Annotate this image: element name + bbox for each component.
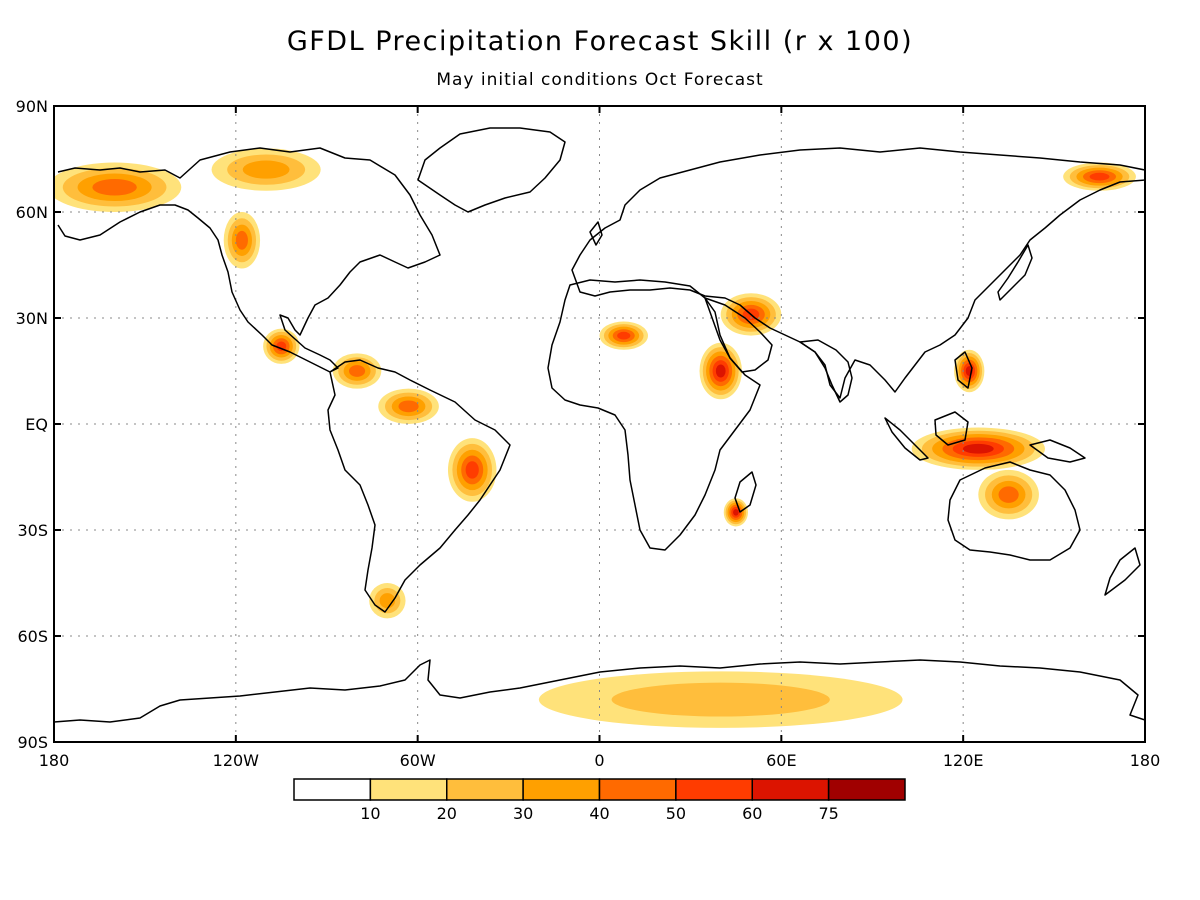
lat-label: EQ bbox=[25, 415, 48, 434]
coast-japan bbox=[997, 244, 1033, 301]
colorbar: 10 20 30 40 50 60 75 bbox=[293, 778, 906, 823]
coast-africa bbox=[547, 279, 761, 551]
coast-uk bbox=[589, 221, 603, 246]
coast-sumatra bbox=[884, 417, 929, 461]
skill-region bbox=[211, 148, 321, 191]
colorbar-swatch bbox=[598, 778, 677, 801]
skill-contour bbox=[617, 331, 631, 340]
colorbar-swatch bbox=[446, 778, 524, 801]
lon-label: 60W bbox=[400, 751, 436, 770]
skill-region bbox=[447, 438, 497, 502]
skill-contour bbox=[92, 179, 137, 196]
lon-label: 0 bbox=[594, 751, 604, 770]
lat-label: 90S bbox=[17, 733, 48, 752]
coast-new-guinea bbox=[1029, 439, 1086, 463]
skill-contour bbox=[998, 486, 1019, 503]
colorbar-label: 30 bbox=[513, 804, 533, 823]
lat-label: 30S bbox=[17, 521, 48, 540]
colorbar-swatch bbox=[827, 778, 906, 801]
coast-antarctica bbox=[54, 659, 1145, 723]
lat-label: 60S bbox=[17, 627, 48, 646]
map-title: GFDL Precipitation Forecast Skill (r x 1… bbox=[286, 26, 914, 57]
coast-eurasia bbox=[571, 147, 1145, 399]
skill-region bbox=[699, 342, 742, 400]
skill-contour bbox=[235, 230, 248, 250]
map-subtitle: May initial conditions Oct Forecast bbox=[436, 70, 764, 90]
coast-madagascar bbox=[734, 471, 757, 513]
skill-region bbox=[378, 388, 439, 425]
skill-region bbox=[54, 162, 182, 212]
skill-region bbox=[223, 212, 261, 269]
lon-label: 180 bbox=[1130, 751, 1161, 770]
lon-label: 60E bbox=[766, 751, 796, 770]
colorbar-swatch bbox=[522, 778, 601, 801]
colorbar-swatch bbox=[293, 778, 372, 801]
lat-lon-gridlines bbox=[54, 106, 1145, 742]
skill-contour bbox=[242, 160, 290, 179]
skill-region bbox=[911, 427, 1045, 470]
lat-label: 30N bbox=[16, 309, 48, 328]
lat-label: 60N bbox=[16, 203, 48, 222]
skill-region bbox=[1063, 162, 1136, 191]
skill-contour bbox=[733, 509, 739, 516]
skill-region bbox=[538, 671, 903, 728]
coast-new-zealand bbox=[1104, 547, 1141, 596]
skill-region bbox=[332, 353, 382, 389]
coast-greenland bbox=[417, 127, 566, 213]
coast-india bbox=[799, 339, 853, 403]
lon-label: 120E bbox=[943, 751, 984, 770]
coastlines bbox=[54, 127, 1145, 723]
coast-philippines bbox=[954, 351, 973, 389]
lon-label: 180 bbox=[39, 751, 70, 770]
skill-contour bbox=[962, 443, 994, 454]
colorbar-swatch bbox=[751, 778, 830, 801]
colorbar-label: 60 bbox=[742, 804, 762, 823]
skill-contour bbox=[1089, 172, 1110, 181]
coast-north-america bbox=[57, 147, 441, 373]
skill-contour bbox=[715, 364, 726, 378]
colorbar-swatch bbox=[675, 778, 753, 801]
skill-region bbox=[978, 469, 1039, 520]
skill-shading bbox=[54, 148, 1136, 728]
skill-contour bbox=[465, 461, 479, 479]
skill-contour bbox=[348, 365, 366, 377]
skill-region bbox=[369, 583, 406, 619]
skill-contour bbox=[276, 341, 287, 352]
lon-label: 120W bbox=[213, 751, 260, 770]
colorbar-swatch bbox=[369, 778, 448, 801]
colorbar-label: 20 bbox=[437, 804, 457, 823]
colorbar-label: 75 bbox=[818, 804, 838, 823]
coast-borneo bbox=[934, 411, 969, 446]
skill-contour bbox=[611, 682, 830, 717]
skill-contour bbox=[398, 400, 419, 413]
skill-region bbox=[263, 328, 300, 364]
lat-label: 90N bbox=[16, 97, 48, 116]
skill-region bbox=[599, 321, 648, 350]
coast-arabia bbox=[704, 297, 773, 373]
colorbar-label: 40 bbox=[589, 804, 609, 823]
coast-australia bbox=[947, 461, 1081, 561]
coast-south-america bbox=[327, 359, 511, 613]
colorbar-label: 50 bbox=[666, 804, 686, 823]
colorbar-label: 10 bbox=[360, 804, 380, 823]
